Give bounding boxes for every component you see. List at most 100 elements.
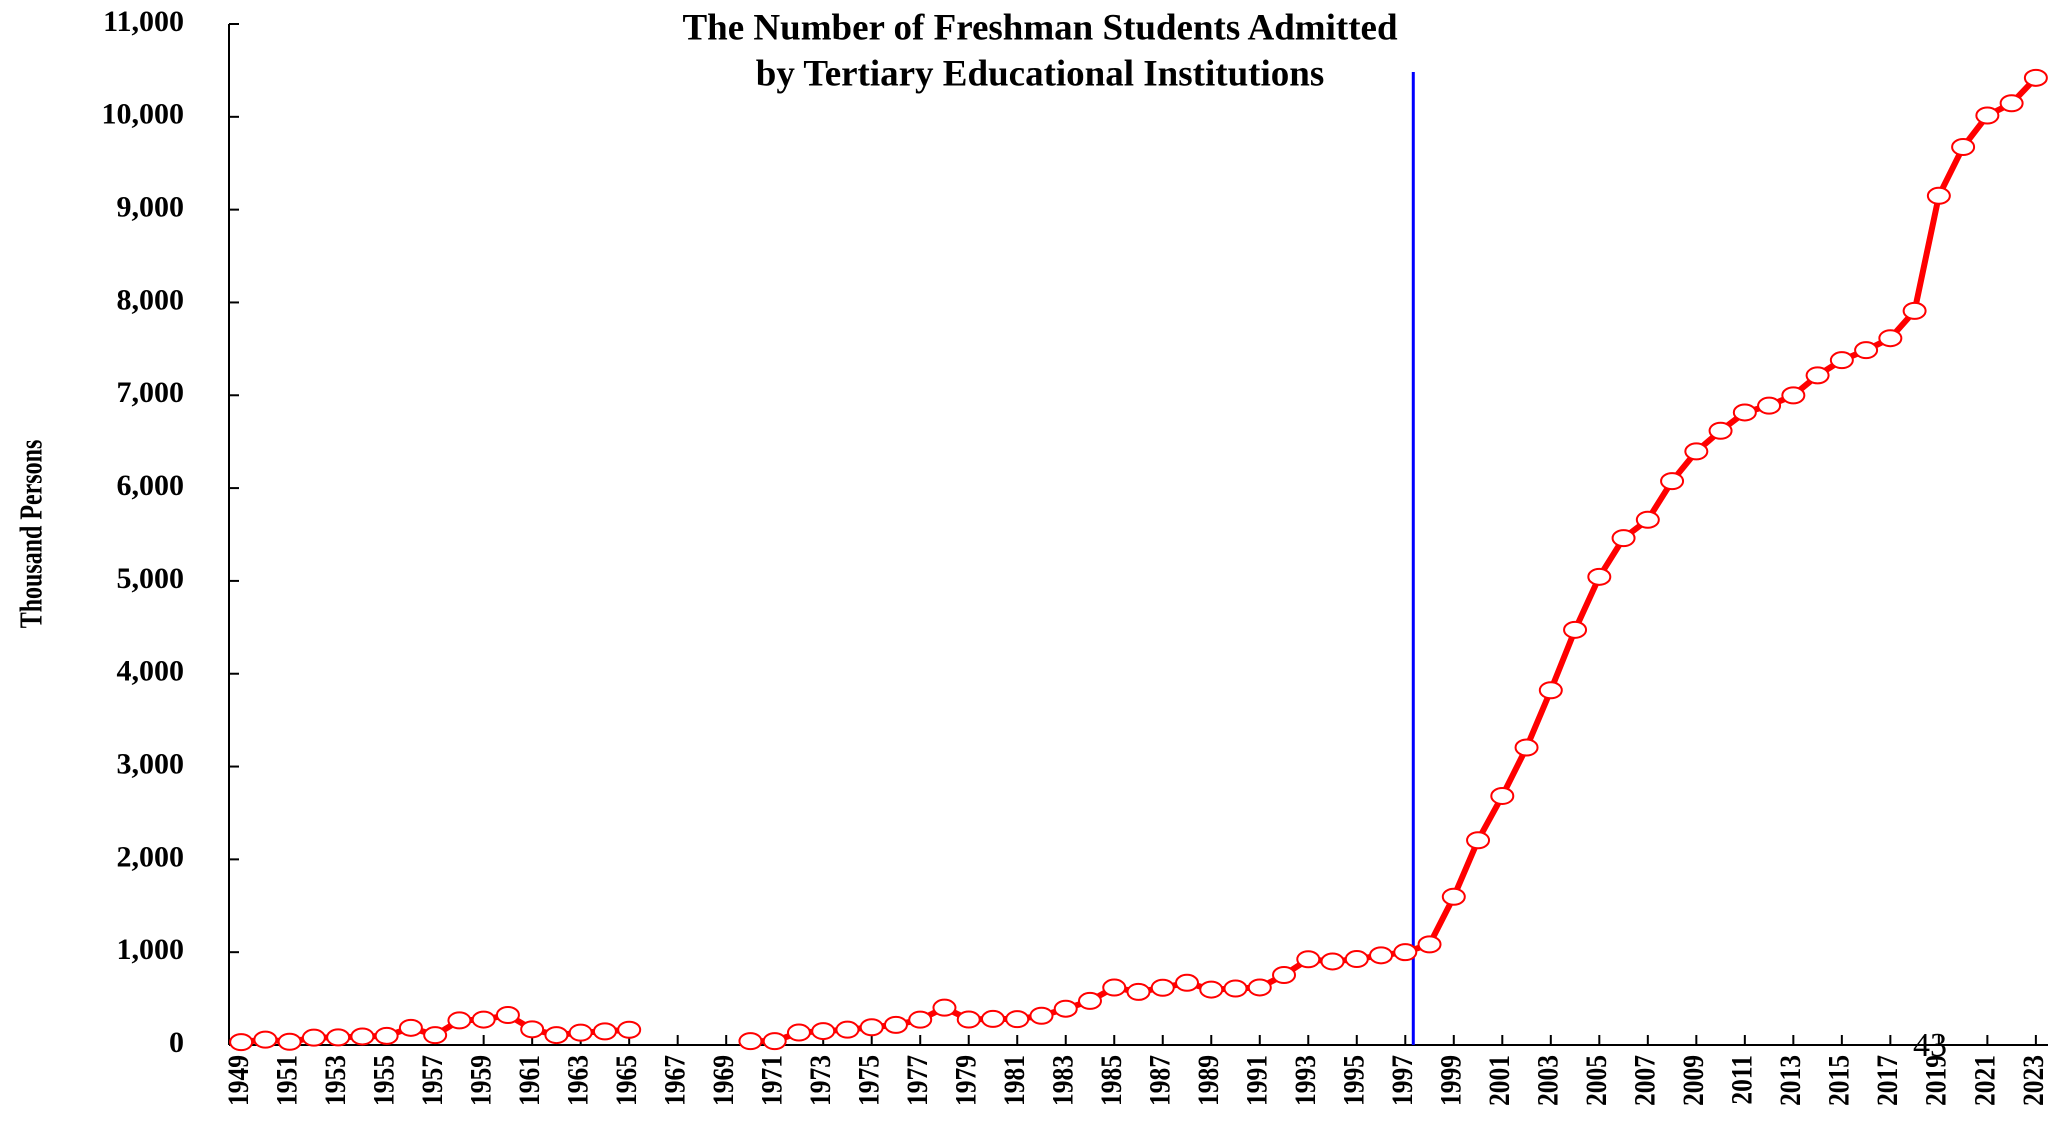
x-tick-label: 1963 — [562, 1055, 595, 1106]
x-tick-label: 2011 — [1726, 1055, 1759, 1105]
data-point — [1708, 421, 1733, 440]
x-tick-label: 1955 — [368, 1055, 401, 1106]
x-tick-label: 2001 — [1483, 1055, 1516, 1106]
data-point — [1951, 137, 1976, 156]
y-tick-label: 4,000 — [117, 655, 185, 688]
data-point — [326, 1028, 351, 1047]
data-point — [738, 1032, 763, 1051]
data-point — [277, 1032, 302, 1051]
data-point — [1975, 106, 2000, 125]
x-tick-label: 1975 — [853, 1055, 886, 1106]
y-tick-label: 8,000 — [117, 283, 185, 316]
x-tick-label: 1997 — [1386, 1055, 1419, 1106]
data-point — [859, 1018, 884, 1037]
x-tick-label: 2015 — [1823, 1055, 1856, 1106]
data-point — [1999, 94, 2024, 113]
data-point — [2023, 68, 2048, 87]
data-point — [1805, 366, 1830, 385]
data-point — [423, 1026, 448, 1045]
data-point — [1538, 681, 1563, 700]
y-tick-label: 11,000 — [103, 5, 184, 38]
x-tick-label: 1957 — [416, 1055, 449, 1106]
data-point — [932, 998, 957, 1017]
x-tick-label: 1967 — [659, 1055, 692, 1106]
data-point — [592, 1022, 617, 1041]
data-point — [811, 1022, 836, 1041]
y-tick-label: 7,000 — [117, 376, 185, 409]
x-tick-label: 2023 — [2017, 1055, 2050, 1106]
x-tick-label: 1987 — [1144, 1055, 1177, 1106]
data-point — [1587, 567, 1612, 586]
data-point — [350, 1027, 375, 1046]
x-tick-label: 1991 — [1241, 1055, 1274, 1106]
data-point — [1757, 396, 1782, 415]
x-tick-label: 1977 — [901, 1055, 934, 1106]
data-point — [544, 1026, 569, 1045]
x-tick-label: 2021 — [1968, 1055, 2001, 1106]
x-tick-label: 2017 — [1871, 1055, 1904, 1106]
data-point — [1005, 1010, 1030, 1029]
data-point — [1369, 946, 1394, 965]
x-tick-label: 1983 — [1047, 1055, 1080, 1106]
data-point — [1854, 341, 1879, 360]
x-tick-label: 1951 — [271, 1055, 304, 1106]
data-point — [1223, 979, 1248, 998]
data-point — [1272, 966, 1297, 985]
data-point — [883, 1015, 908, 1034]
y-tick-label: 6,000 — [117, 469, 185, 502]
data-point — [1393, 943, 1418, 962]
data-point — [374, 1026, 399, 1045]
data-point — [1053, 999, 1078, 1018]
chart-title: The Number of Freshman Students Admitted — [682, 7, 1397, 48]
x-tick-label: 2005 — [1580, 1055, 1613, 1106]
x-tick-label: 1981 — [998, 1055, 1031, 1106]
x-tick-label: 1999 — [1435, 1055, 1468, 1106]
data-point — [1611, 529, 1636, 548]
chart-title: by Tertiary Educational Institutions — [756, 53, 1324, 94]
x-tick-label: 1985 — [1095, 1055, 1128, 1106]
x-tick-label: 1969 — [707, 1055, 740, 1106]
data-point — [1247, 978, 1272, 997]
x-tick-label: 1961 — [513, 1055, 546, 1106]
data-point — [1320, 952, 1345, 971]
x-tick-label: 2007 — [1629, 1055, 1662, 1106]
data-point — [1563, 620, 1588, 639]
data-point — [447, 1011, 472, 1030]
data-point — [1635, 510, 1660, 529]
data-point — [1926, 186, 1951, 205]
data-point — [520, 1020, 545, 1039]
x-tick-label: 1953 — [319, 1055, 352, 1106]
x-tick-label: 1949 — [222, 1055, 255, 1106]
data-point — [301, 1028, 326, 1047]
data-point — [1199, 980, 1224, 999]
x-tick-label: 1989 — [1192, 1055, 1225, 1106]
data-point — [253, 1030, 278, 1049]
y-tick-label: 9,000 — [117, 191, 185, 224]
x-tick-label: 1973 — [804, 1055, 837, 1106]
x-tick-label: 2009 — [1677, 1055, 1710, 1106]
data-line — [240, 75, 2039, 1046]
data-point — [1150, 978, 1175, 997]
data-point — [1175, 973, 1200, 992]
data-point — [568, 1023, 593, 1042]
x-tick-label: 1971 — [756, 1055, 789, 1106]
data-point — [229, 1033, 254, 1052]
data-point — [786, 1023, 811, 1042]
x-tick-label: 2013 — [1774, 1055, 1807, 1106]
data-point — [1126, 982, 1151, 1001]
data-point — [956, 1010, 981, 1029]
data-point — [1466, 831, 1491, 850]
data-point — [1029, 1006, 1054, 1025]
y-tick-label: 1,000 — [117, 933, 185, 966]
y-tick-label: 3,000 — [117, 747, 185, 780]
data-point — [398, 1018, 423, 1037]
data-point — [1781, 386, 1806, 405]
data-point — [1660, 472, 1685, 491]
data-point — [1490, 786, 1515, 805]
data-point — [908, 1010, 933, 1029]
y-axis-title: Thousand Persons — [14, 440, 49, 629]
y-tick-label: 10,000 — [102, 98, 185, 131]
y-tick-label: 5,000 — [117, 562, 185, 595]
